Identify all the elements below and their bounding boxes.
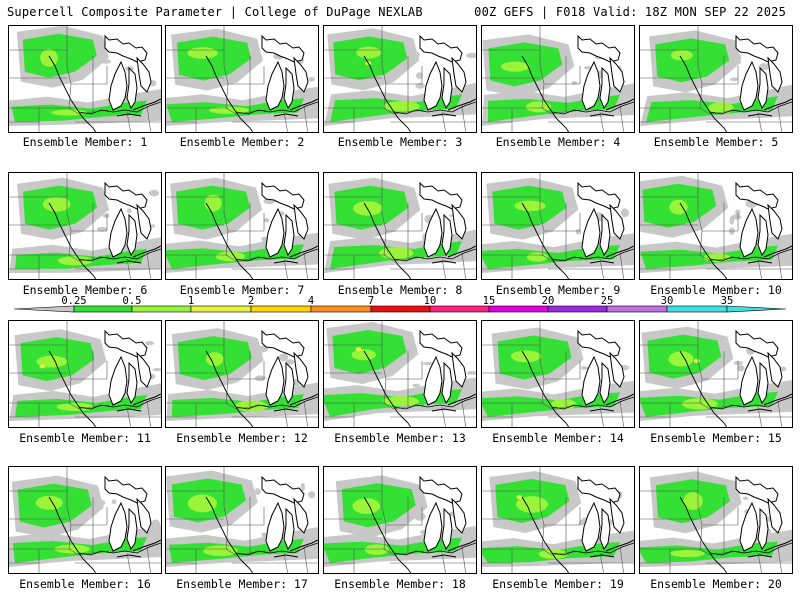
- scale-swatch: [666, 305, 728, 313]
- member-map-19: [481, 466, 635, 574]
- scale-tick-label: 2: [248, 296, 254, 307]
- member-caption: Ensemble Member: 1: [22, 135, 148, 149]
- member-caption: Ensemble Member: 7: [179, 283, 305, 297]
- scale-swatch: [190, 305, 252, 313]
- member-map-4: [481, 25, 635, 133]
- member-map-1: [8, 25, 162, 133]
- scale-swatch: [250, 305, 312, 313]
- member-caption: Ensemble Member: 14: [492, 431, 624, 445]
- scale-tick-label: 0.25: [61, 296, 86, 307]
- member-map-18: [323, 466, 477, 574]
- scale-swatch: [606, 305, 668, 313]
- scale-tick-label: 15: [483, 296, 496, 307]
- member-map-13: [323, 320, 477, 428]
- scale-tick-label: 30: [661, 296, 674, 307]
- scale-swatch: [310, 305, 372, 313]
- member-map-5: [639, 25, 793, 133]
- member-map-16: [8, 466, 162, 574]
- member-caption: Ensemble Member: 15: [650, 431, 782, 445]
- member-map-12: [165, 320, 319, 428]
- valid-time: 00Z GEFS | F018 Valid: 18Z MON SEP 22 20…: [474, 5, 786, 19]
- member-map-10: [639, 172, 793, 280]
- member-caption: Ensemble Member: 5: [653, 135, 779, 149]
- member-map-2: [165, 25, 319, 133]
- scale-tick-label: 0.5: [123, 296, 142, 307]
- member-map-15: [639, 320, 793, 428]
- member-caption: Ensemble Member: 18: [334, 577, 466, 591]
- member-caption: Ensemble Member: 8: [337, 283, 463, 297]
- member-map-20: [639, 466, 793, 574]
- member-caption: Ensemble Member: 10: [650, 283, 782, 297]
- scale-tick-label: 7: [368, 296, 374, 307]
- scale-upper-extension: [726, 305, 787, 313]
- member-map-11: [8, 320, 162, 428]
- product-title: Supercell Composite Parameter | College …: [7, 5, 423, 19]
- member-caption: Ensemble Member: 3: [337, 135, 463, 149]
- scale-tick-label: 4: [308, 296, 314, 307]
- member-caption: Ensemble Member: 9: [495, 283, 621, 297]
- scale-swatch: [429, 305, 490, 313]
- member-map-17: [165, 466, 319, 574]
- scale-tick-label: 35: [721, 296, 734, 307]
- member-caption: Ensemble Member: 19: [492, 577, 624, 591]
- member-map-6: [8, 172, 162, 280]
- scale-tick-label: 25: [601, 296, 614, 307]
- member-map-7: [165, 172, 319, 280]
- scale-swatch: [488, 305, 549, 313]
- member-caption: Ensemble Member: 2: [179, 135, 305, 149]
- scale-tick-label: 1: [188, 296, 194, 307]
- member-map-14: [481, 320, 635, 428]
- member-caption: Ensemble Member: 4: [495, 135, 621, 149]
- member-caption: Ensemble Member: 20: [650, 577, 782, 591]
- member-caption: Ensemble Member: 12: [176, 431, 308, 445]
- member-caption: Ensemble Member: 17: [176, 577, 308, 591]
- scale-tick-label: 20: [542, 296, 555, 307]
- scale-swatch: [547, 305, 608, 313]
- member-caption: Ensemble Member: 6: [22, 283, 148, 297]
- member-caption: Ensemble Member: 11: [19, 431, 151, 445]
- scale-swatch: [370, 305, 431, 313]
- member-caption: Ensemble Member: 13: [334, 431, 466, 445]
- member-caption: Ensemble Member: 16: [19, 577, 151, 591]
- member-map-8: [323, 172, 477, 280]
- scale-tick-label: 10: [424, 296, 437, 307]
- member-map-9: [481, 172, 635, 280]
- color-scale-bar: 0.25 0.5 1 2 4 7 10 15 20 25 30 35: [13, 296, 787, 313]
- member-map-3: [323, 25, 477, 133]
